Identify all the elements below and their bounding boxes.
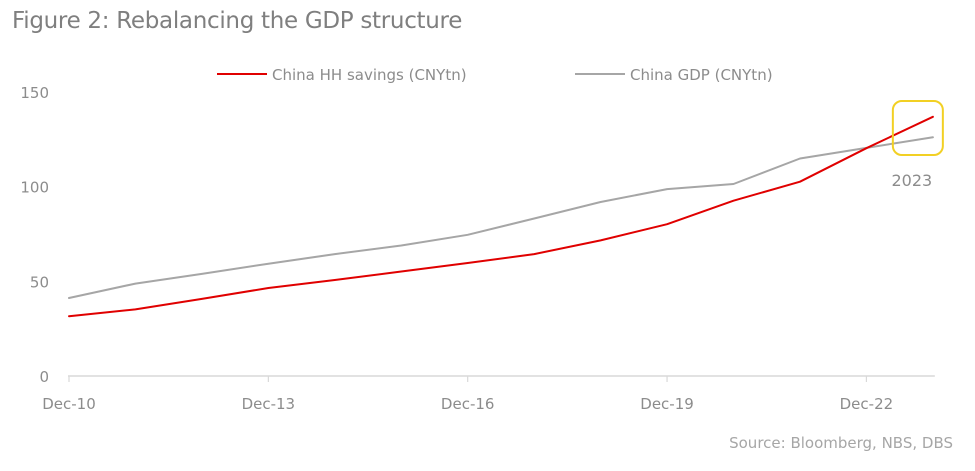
series-line (68, 115, 934, 318)
y-tick-label: 50 (30, 273, 49, 291)
highlight-box (891, 100, 944, 156)
series-lines (68, 115, 934, 318)
y-tick-label: 0 (39, 368, 49, 386)
legend-label: China HH savings (CNYtn) (272, 66, 467, 84)
x-tick-label: Dec-16 (441, 395, 495, 413)
axes: Dec-10 Dec-13 Dec-16 Dec-19 Dec-22 0 50 100 150 (20, 84, 935, 413)
x-tick-label: Dec-13 (242, 395, 296, 413)
y-tick-label: 150 (20, 84, 49, 102)
series-line (68, 136, 934, 299)
chart-title: Figure 2: Rebalancing the GDP structure (12, 8, 463, 34)
x-tick-label: Dec-22 (840, 395, 894, 413)
legend-label: China GDP (CNYtn) (630, 66, 773, 84)
x-tick-label: Dec-10 (42, 395, 96, 413)
y-tick-label: 100 (20, 179, 49, 197)
annotation: 2023 (891, 100, 944, 190)
annotation-label: 2023 (891, 171, 932, 190)
source-note: Source: Bloomberg, NBS, DBS (729, 434, 953, 452)
x-tick-label: Dec-19 (640, 395, 694, 413)
legend: China HH savings (CNYtn) China GDP (CNYtn… (217, 66, 773, 84)
